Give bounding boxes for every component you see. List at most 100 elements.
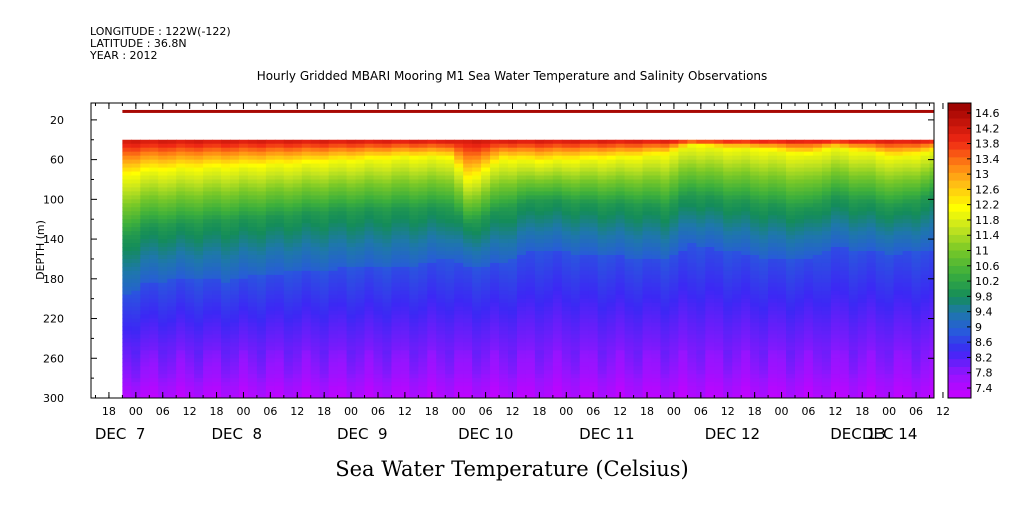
heatmap-cell bbox=[328, 274, 339, 280]
heatmap-cell bbox=[741, 227, 751, 232]
heatmap-cell bbox=[615, 318, 626, 324]
heatmap-cell bbox=[247, 294, 258, 300]
heatmap-cell bbox=[265, 159, 276, 165]
heatmap-cell bbox=[418, 239, 428, 244]
heatmap-cell bbox=[669, 282, 680, 288]
heatmap-cell bbox=[633, 282, 644, 288]
heatmap-cell bbox=[552, 215, 563, 220]
heatmap-cell bbox=[140, 390, 150, 395]
heatmap-cell bbox=[794, 294, 805, 300]
heatmap-cell bbox=[221, 207, 231, 212]
heatmap-cell bbox=[158, 350, 168, 355]
heatmap-cell bbox=[346, 286, 357, 292]
heatmap-cell bbox=[516, 366, 527, 371]
heatmap-cell bbox=[714, 314, 724, 320]
heatmap-cell bbox=[445, 274, 455, 280]
heatmap-cell bbox=[131, 203, 141, 208]
heatmap-cell bbox=[615, 199, 626, 204]
heatmap-cell bbox=[472, 171, 482, 177]
heatmap-cell bbox=[301, 322, 312, 328]
heatmap-cell bbox=[525, 175, 536, 181]
heatmap-cell bbox=[723, 195, 733, 200]
heatmap-cell bbox=[436, 298, 446, 304]
heatmap-cell bbox=[355, 155, 366, 161]
heatmap-cell bbox=[669, 203, 680, 208]
heatmap-cell bbox=[741, 187, 751, 192]
heatmap-cell bbox=[732, 159, 742, 165]
heatmap-cell bbox=[328, 318, 339, 324]
heatmap-cell bbox=[167, 294, 177, 300]
heatmap-cell bbox=[759, 247, 769, 252]
heatmap-cell bbox=[328, 286, 339, 292]
heatmap-cell bbox=[230, 354, 240, 359]
heatmap-cell bbox=[696, 195, 706, 200]
heatmap-cell bbox=[696, 155, 706, 161]
heatmap-cell bbox=[364, 215, 375, 220]
heatmap-cell bbox=[759, 203, 769, 208]
heatmap-cell bbox=[723, 262, 733, 268]
heatmap-cell bbox=[669, 290, 680, 296]
heatmap-cell bbox=[131, 382, 141, 387]
heatmap-cell bbox=[687, 326, 697, 332]
heatmap-cell bbox=[167, 195, 177, 200]
heatmap-cell bbox=[714, 294, 724, 300]
heatmap-cell bbox=[463, 191, 473, 196]
heatmap-cell bbox=[203, 159, 213, 165]
heatmap-cell bbox=[768, 239, 778, 244]
heatmap-cell bbox=[265, 139, 276, 145]
heatmap-cell bbox=[803, 203, 814, 208]
heatmap-cell bbox=[687, 179, 697, 185]
heatmap-cell bbox=[508, 235, 518, 240]
heatmap-cell bbox=[481, 151, 491, 157]
heatmap-cell bbox=[714, 326, 724, 332]
heatmap-cell bbox=[301, 318, 312, 324]
heatmap-cell bbox=[579, 215, 590, 220]
heatmap-cell bbox=[750, 187, 760, 192]
heatmap-cell bbox=[570, 207, 581, 212]
heatmap-cell bbox=[230, 346, 240, 351]
heatmap-cell bbox=[463, 350, 473, 355]
heatmap-cell bbox=[633, 374, 644, 379]
heatmap-cell bbox=[552, 254, 563, 260]
heatmap-cell bbox=[696, 262, 706, 268]
heatmap-cell bbox=[301, 179, 312, 185]
heatmap-cell bbox=[167, 139, 177, 145]
heatmap-cell bbox=[579, 223, 590, 228]
heatmap-cell bbox=[337, 314, 348, 320]
heatmap-cell bbox=[158, 266, 168, 272]
heatmap-cell bbox=[445, 163, 455, 169]
heatmap-cell bbox=[400, 298, 410, 304]
heatmap-cell bbox=[543, 290, 554, 296]
heatmap-cell bbox=[732, 258, 742, 264]
heatmap-cell bbox=[508, 382, 518, 387]
heatmap-cell bbox=[310, 258, 321, 264]
heatmap-cell bbox=[660, 382, 671, 387]
heatmap-cell bbox=[212, 334, 222, 339]
heatmap-cell bbox=[203, 378, 213, 383]
heatmap-cell bbox=[364, 159, 375, 165]
heatmap-cell bbox=[400, 175, 410, 181]
heatmap-cell bbox=[436, 394, 446, 398]
heatmap-cell bbox=[230, 139, 240, 145]
heatmap-cell bbox=[481, 310, 491, 316]
heatmap-cell bbox=[265, 147, 276, 153]
heatmap-cell bbox=[140, 354, 150, 359]
heatmap-cell bbox=[158, 239, 168, 244]
heatmap-cell bbox=[319, 314, 330, 320]
heatmap-cell bbox=[687, 330, 697, 336]
heatmap-cell bbox=[373, 258, 384, 264]
heatmap-cell bbox=[777, 254, 787, 260]
heatmap-cell bbox=[167, 270, 177, 276]
heatmap-cell bbox=[364, 278, 375, 284]
heatmap-cell bbox=[759, 183, 769, 189]
heatmap-cell bbox=[803, 302, 814, 308]
heatmap-cell bbox=[400, 354, 410, 359]
heatmap-cell bbox=[579, 290, 590, 296]
heatmap-cell bbox=[301, 254, 312, 260]
heatmap-cell bbox=[579, 330, 590, 336]
heatmap-cell bbox=[346, 167, 357, 173]
heatmap-cell bbox=[158, 278, 168, 284]
heatmap-cell bbox=[203, 306, 213, 312]
heatmap-cell bbox=[543, 266, 554, 272]
heatmap-cell bbox=[301, 247, 312, 252]
